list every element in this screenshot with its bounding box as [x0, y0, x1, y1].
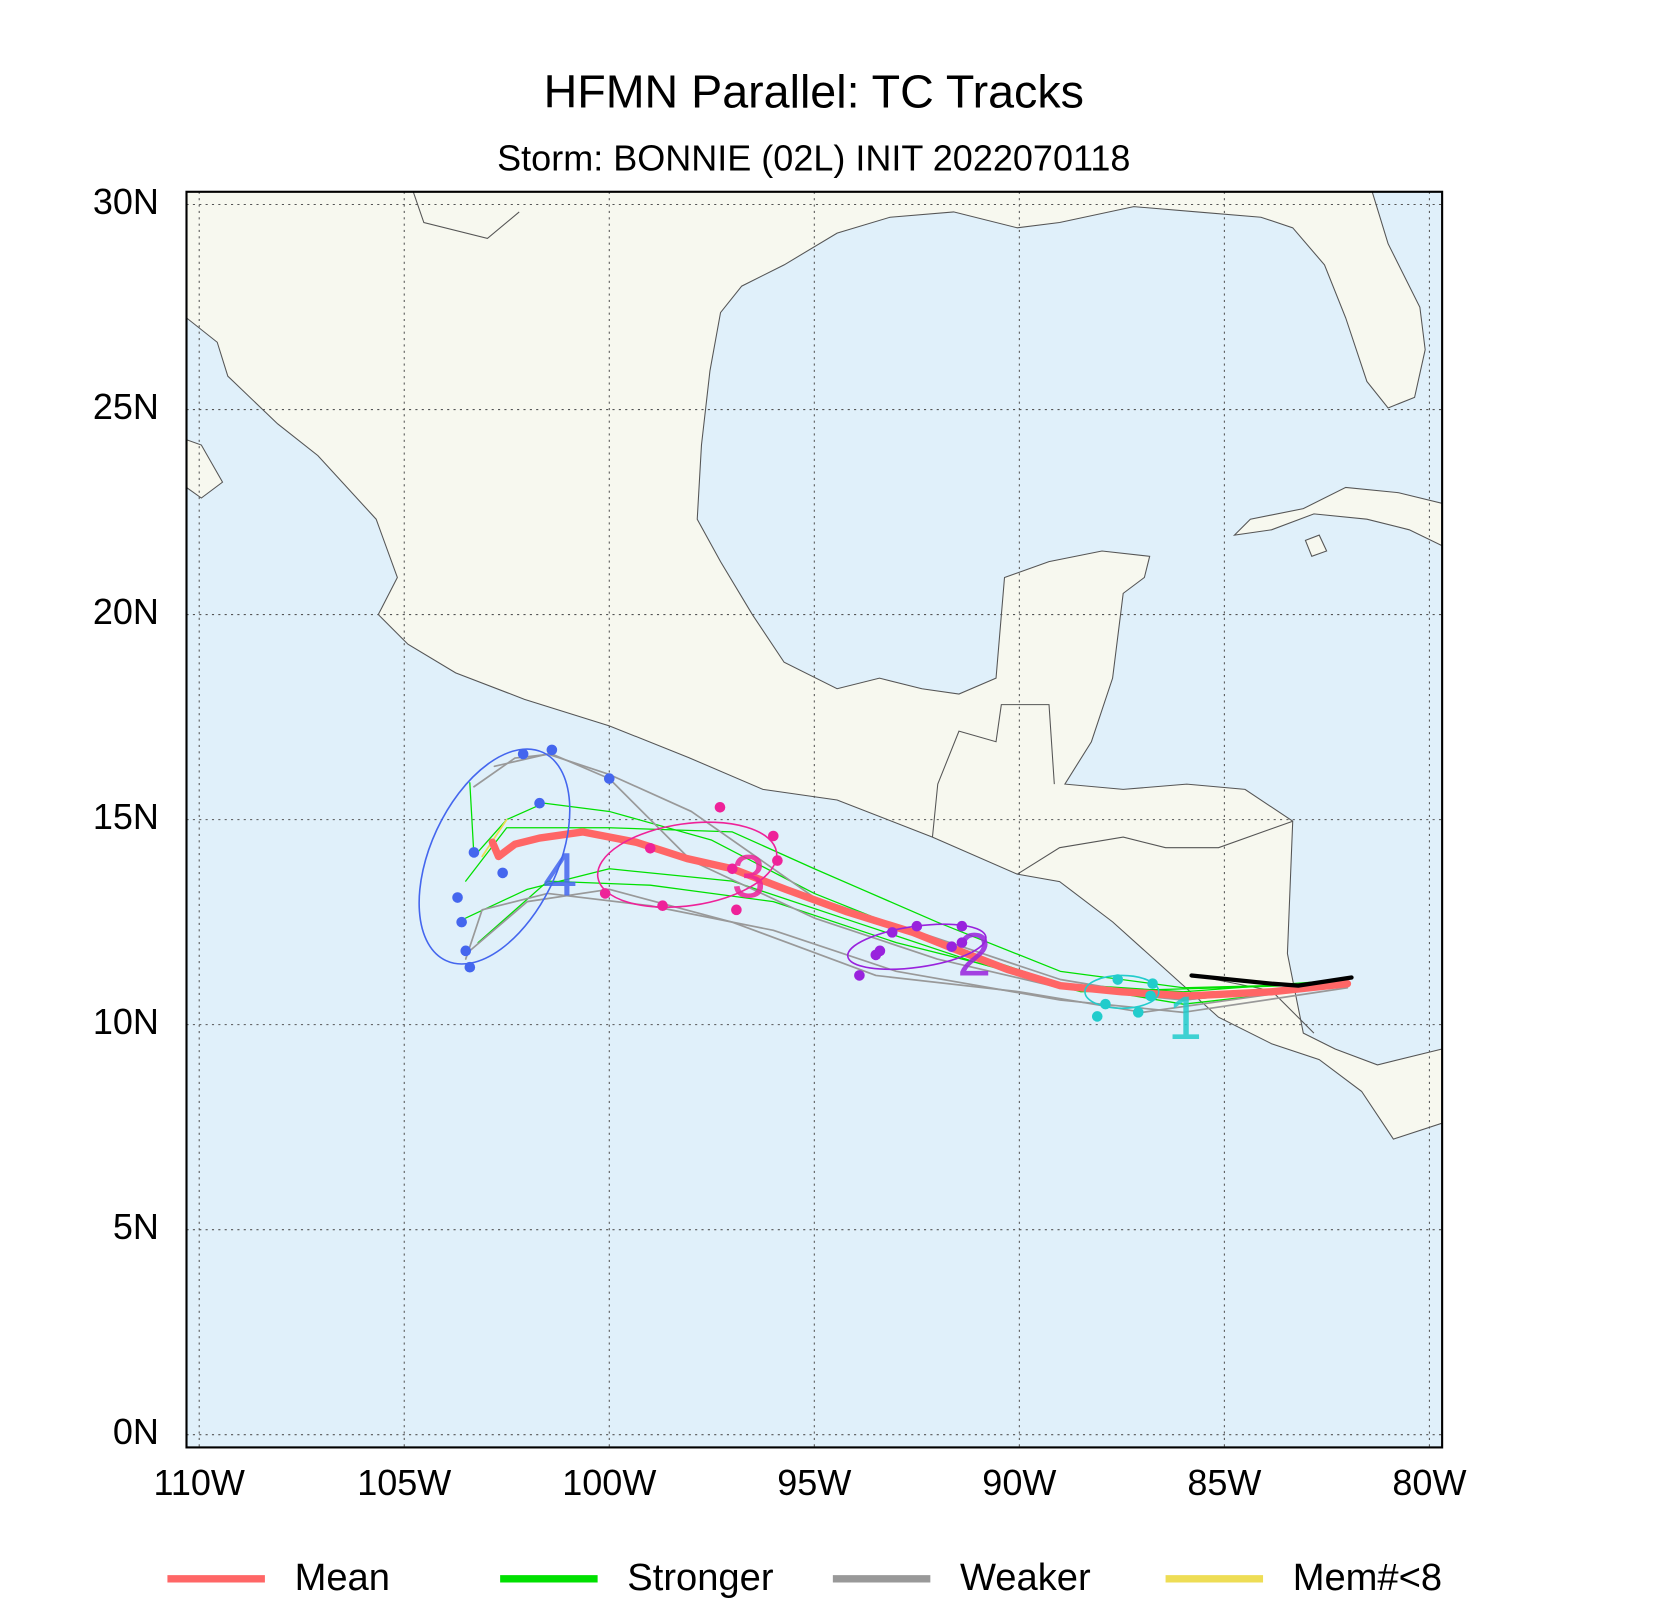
baja: [186, 439, 224, 499]
y-tick-label: 10N: [93, 1001, 159, 1042]
day-position: [497, 867, 508, 879]
border: [412, 191, 520, 239]
legend-label: Stronger: [627, 1556, 774, 1599]
y-tick-label: 30N: [93, 181, 159, 222]
day-position: [460, 945, 472, 957]
spread-ellipse: [1084, 974, 1160, 1010]
track-line: [481, 818, 508, 858]
day-position: [1091, 1011, 1103, 1022]
day-position: [1132, 1007, 1144, 1018]
day-position: [854, 970, 865, 981]
legend-label: Weaker: [960, 1556, 1091, 1599]
track-line: [488, 828, 1352, 1000]
plot-frame: [185, 190, 1444, 1449]
day-position: [714, 802, 726, 813]
y-tick-label: 25N: [93, 386, 159, 427]
day-position: [644, 843, 656, 854]
track-line: [1189, 973, 1354, 988]
x-tick-label: 110W: [154, 1462, 245, 1503]
day-label: 3: [732, 842, 766, 911]
y-tick-label: 0N: [113, 1411, 159, 1452]
day-position: [731, 904, 742, 916]
y-tick-label: 5N: [113, 1206, 159, 1247]
day-position: [603, 773, 615, 784]
day-position: [886, 927, 898, 938]
day-position: [956, 937, 968, 948]
day-position: [599, 888, 611, 899]
x-tick-label: 95W: [777, 1462, 851, 1503]
mainland: [186, 191, 1443, 1140]
day-position: [534, 797, 545, 809]
day-position: [464, 961, 476, 973]
day-position: [946, 941, 957, 953]
x-tick-label: 105W: [357, 1462, 451, 1503]
day-position: [727, 863, 738, 875]
day-position: [452, 892, 463, 903]
day-position: [874, 945, 886, 957]
tracks: 1 2 3 4: [418, 744, 1354, 1053]
day-position: [772, 855, 783, 866]
spread-ellipse: [418, 748, 571, 965]
border: [931, 704, 1055, 838]
chart-title: HFMN Parallel: TC Tracks: [544, 66, 1084, 118]
track-line: [477, 880, 1349, 1005]
y-tick-label: 15N: [93, 796, 159, 837]
border: [1016, 820, 1293, 875]
day-position: [956, 920, 968, 932]
track-line: [464, 892, 1349, 1014]
x-tick-label: 90W: [982, 1462, 1056, 1503]
day-position: [1145, 990, 1156, 1002]
y-tick-label: 20N: [93, 591, 159, 632]
isle: [1304, 534, 1328, 557]
x-tick-label: 100W: [562, 1462, 656, 1503]
day-position: [456, 916, 467, 928]
day-label: 1: [1168, 984, 1202, 1053]
x-tick-label: 80W: [1392, 1462, 1466, 1503]
track-line: [465, 868, 1349, 993]
day-position: [768, 830, 779, 842]
day-position: [1100, 998, 1111, 1010]
day-position: [517, 748, 529, 760]
day-position: [468, 847, 480, 858]
day-position: [657, 900, 668, 912]
chart-subtitle: Storm: BONNIE (02L) INIT 2022070118: [497, 138, 1130, 179]
cuba: [1232, 486, 1443, 547]
legend-label: Mem#<8: [1293, 1556, 1442, 1599]
day-position: [546, 744, 558, 756]
day-label: 2: [957, 920, 991, 989]
day-position: [1112, 974, 1124, 985]
track-line: [465, 827, 1349, 989]
day-position: [911, 920, 923, 932]
legend-label: Mean: [295, 1556, 390, 1599]
x-tick-label: 85W: [1187, 1462, 1261, 1503]
day-label: 4: [543, 840, 577, 909]
day-position: [1147, 978, 1158, 989]
spread-ellipse: [596, 821, 778, 909]
